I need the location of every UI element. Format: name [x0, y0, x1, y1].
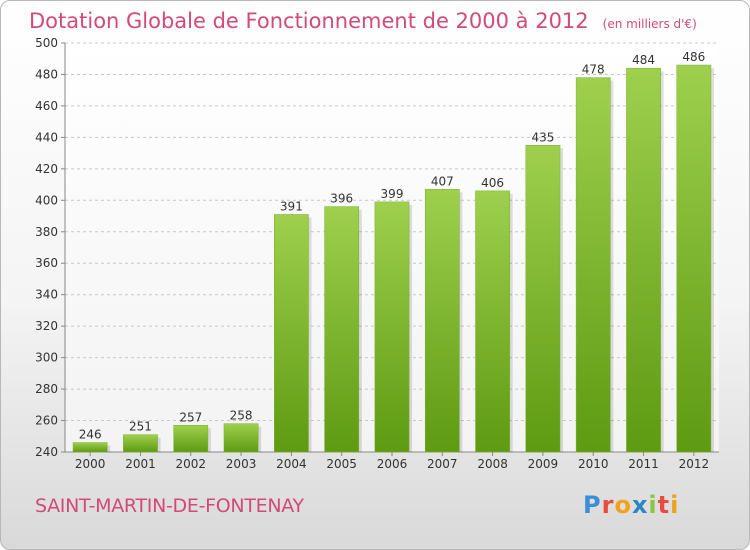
data-label: 484: [632, 53, 655, 67]
data-label: 435: [531, 130, 554, 144]
y-tick-label: 500: [35, 36, 58, 50]
bar: [626, 67, 661, 453]
y-tick-label: 320: [35, 319, 58, 333]
data-label: 407: [431, 174, 454, 188]
x-tick-label: 2001: [125, 457, 156, 471]
logo-letter: P: [583, 491, 602, 519]
y-tick-label: 240: [35, 445, 58, 459]
bar: [173, 425, 209, 453]
y-tick-label: 460: [35, 99, 58, 113]
x-tick-label: 2007: [427, 457, 458, 471]
bar: [274, 214, 309, 453]
data-label: 257: [179, 410, 202, 424]
y-tick-label: 440: [35, 130, 58, 144]
logo-letter: i: [670, 491, 680, 519]
x-tick-label: 2006: [377, 457, 408, 471]
data-label: 246: [79, 428, 102, 442]
bar: [525, 145, 561, 453]
y-tick-label: 340: [35, 288, 58, 302]
x-tick-label: 2000: [75, 457, 106, 471]
data-label: 486: [682, 50, 705, 64]
x-tick-label: 2008: [477, 457, 508, 471]
chart-title: Dotation Globale de Fonctionnement de 20…: [29, 9, 697, 33]
x-tick-label: 2009: [528, 457, 559, 471]
chart-title-text: Dotation Globale de Fonctionnement de 20…: [29, 9, 589, 33]
data-label: 391: [280, 199, 303, 213]
bar: [123, 434, 158, 453]
data-label: 251: [129, 420, 152, 434]
logo-letter: x: [631, 491, 649, 519]
bar: [374, 201, 410, 453]
y-tick-label: 420: [35, 162, 58, 176]
proxiti-logo: Proxiti: [583, 491, 679, 519]
bar: [424, 189, 460, 453]
logo-letter: t: [657, 491, 671, 519]
data-label: 258: [230, 409, 253, 423]
x-tick-label: 2003: [226, 457, 257, 471]
y-tick-label: 380: [35, 225, 58, 239]
y-tick-label: 400: [35, 193, 58, 207]
y-tick-label: 260: [35, 414, 58, 428]
x-tick-label: 2004: [276, 457, 307, 471]
x-tick-label: 2010: [578, 457, 609, 471]
bar: [475, 190, 510, 453]
chart-subtitle: (en milliers d'€): [602, 17, 697, 31]
logo-letter: r: [601, 491, 615, 519]
bar: [676, 64, 712, 453]
bar: [324, 206, 360, 453]
data-label: 478: [582, 63, 605, 77]
x-tick-label: 2005: [326, 457, 357, 471]
y-tick-label: 360: [35, 256, 58, 270]
bar: [223, 423, 259, 453]
data-label: 396: [330, 192, 353, 206]
x-tick-label: 2012: [679, 457, 710, 471]
x-tick-label: 2002: [175, 457, 206, 471]
bar: [575, 77, 611, 453]
data-label: 399: [381, 187, 404, 201]
logo-letter: i: [648, 491, 658, 519]
bar: [72, 442, 108, 453]
x-tick-label: 2011: [628, 457, 659, 471]
logo-letter: o: [614, 491, 632, 519]
y-tick-label: 300: [35, 351, 58, 365]
y-tick-label: 280: [35, 382, 58, 396]
commune-name: SAINT-MARTIN-DE-FONTENAY: [35, 495, 304, 517]
data-label: 406: [481, 176, 504, 190]
y-tick-label: 480: [35, 67, 58, 81]
